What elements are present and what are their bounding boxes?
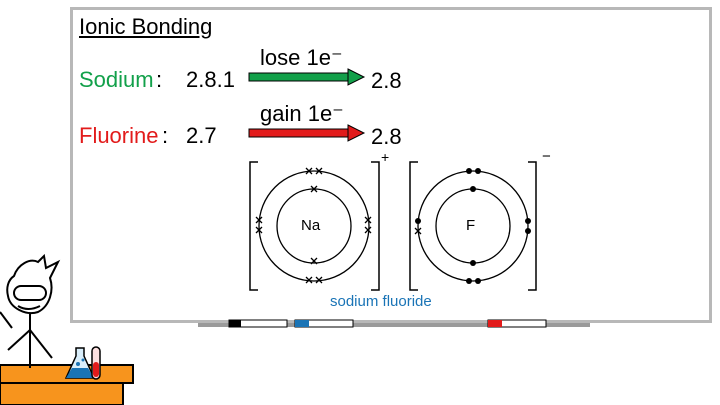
sodium-electrons (255, 167, 372, 284)
compound-name: sodium fluoride (330, 293, 432, 310)
lose-electron-label: lose 1e⁻ (260, 45, 343, 70)
marker-black[interactable] (228, 319, 288, 328)
page-title: Ionic Bonding (79, 14, 213, 39)
fluorine-colon: : (162, 123, 169, 148)
sodium-ion-brackets (249, 161, 380, 291)
sodium-arrow (248, 68, 366, 86)
sodium-label: Sodium (79, 67, 154, 92)
fluorine-result-config: 2.8 (371, 124, 402, 149)
transferred-electron (414, 227, 422, 235)
fluorine-nucleus-label: F (466, 217, 476, 234)
whiteboard (70, 7, 712, 323)
fluorine-arrow (248, 124, 366, 142)
sodium-colon: : (156, 67, 163, 92)
fluorine-electrons (415, 168, 531, 284)
fluorine-label: Fluorine (79, 123, 159, 148)
marker-tray (198, 323, 590, 327)
test-tube-icon (91, 346, 101, 380)
gain-electron-label: gain 1e⁻ (260, 101, 344, 126)
sodium-ion-charge: + (381, 149, 390, 165)
marker-red[interactable] (487, 319, 547, 328)
fluorine-ion-charge: − (542, 148, 551, 165)
sodium-config: 2.8.1 (186, 67, 235, 92)
stick-figure-scientist (0, 253, 61, 368)
marker-blue[interactable] (294, 319, 354, 328)
sodium-nucleus-label: Na (301, 217, 321, 234)
flask-icon (64, 347, 96, 379)
fluorine-ion-brackets (409, 161, 537, 291)
desk (0, 364, 134, 405)
sodium-result-config: 2.8 (371, 68, 402, 93)
fluorine-config: 2.7 (186, 123, 217, 148)
